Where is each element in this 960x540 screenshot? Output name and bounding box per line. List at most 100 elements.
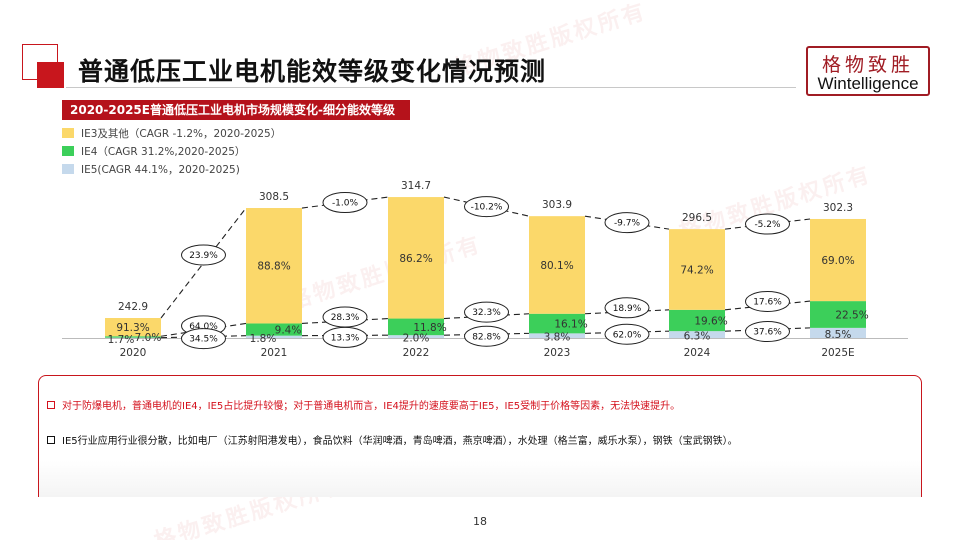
legend-label-ie5: IE5(CAGR 44.1%，2020-2025) (81, 163, 240, 176)
ie4-growth-label: 17.6% (753, 297, 782, 307)
x-tick-label: 2022 (403, 347, 430, 359)
x-tick-label: 2024 (684, 347, 711, 359)
ie5-growth-label: 37.6% (753, 328, 782, 338)
bar-label-ie4: 11.8% (413, 322, 446, 334)
bar-segment-ie4 (669, 309, 725, 332)
bar-segment-ie3 (388, 197, 444, 319)
ie5-growth-label: 13.3% (331, 333, 360, 343)
ie5-growth-bubble (464, 325, 509, 347)
total-growth-label: -5.2% (754, 220, 781, 230)
bar-segment-ie4 (529, 313, 585, 334)
note-text: 对于防爆电机，普通电机的IE4，IE5占比提升较慢；对于普通电机而言，IE4提升… (62, 401, 681, 412)
bar-segment-ie5 (246, 335, 302, 338)
total-growth-connector (160, 207, 247, 319)
bar-segment-ie5 (810, 327, 866, 338)
ie5-growth-label: 34.5% (189, 335, 218, 345)
bar-label-ie3: 69.0% (821, 255, 854, 267)
legend-item-ie5: IE5(CAGR 44.1%，2020-2025) (62, 160, 281, 178)
legend-swatch-ie4 (62, 146, 74, 156)
bar-segment-ie4 (388, 318, 444, 336)
x-tick-label: 2020 (120, 347, 147, 359)
ie4-growth-bubble (464, 301, 509, 323)
note-bullet-icon (47, 400, 55, 409)
ie4-growth-label: 28.3% (331, 313, 360, 323)
legend-swatch-ie5 (62, 164, 74, 174)
bar-total-label: 242.9 (118, 301, 148, 313)
bar-label-ie3: 91.3% (116, 322, 149, 334)
stacked-bar-chart: 91.3%7.0%1.7% 242.9 2020 88.8% 9.4%1.8% 308.5… (62, 180, 908, 359)
logo-chinese-text: 格物致胜 (821, 54, 914, 76)
bar-label-ie5: 2.0% (403, 333, 430, 345)
total-growth-bubble (464, 196, 509, 218)
total-growth-bubble (745, 213, 790, 235)
bar-segment-ie3 (810, 218, 866, 302)
legend-item-ie3: IE3及其他（CAGR -1.2%，2020-2025） (62, 124, 281, 142)
bar-total-label: 302.3 (823, 202, 853, 214)
page-title: 普通低压工业电机能效等级变化情况预测 (78, 57, 547, 86)
note-text: IE5行业应用行业很分散，比如电厂（江苏射阳港发电），食品饮料（华润啤酒，青岛啤… (62, 436, 738, 447)
total-growth-bubble (604, 212, 650, 234)
total-growth-label: 23.9% (189, 251, 218, 261)
total-growth-label: -9.7% (614, 219, 641, 229)
bar-label-ie3: 88.8% (257, 261, 290, 273)
ie4-growth-bubble (604, 297, 650, 319)
bar-label-ie3: 80.1% (540, 260, 573, 272)
bar-segment-ie4 (810, 301, 866, 328)
bar-segment-ie4 (246, 323, 302, 336)
bar-segment-ie3 (669, 229, 725, 310)
bar-segment-ie5 (388, 335, 444, 338)
bar-segment-ie5 (529, 333, 585, 338)
bar-label-ie4: 19.6% (694, 315, 727, 327)
chart-legend: IE3及其他（CAGR -1.2%，2020-2025） IE4（CAGR 31… (62, 124, 281, 178)
bar-label-ie5: 6.3% (684, 331, 711, 343)
ie4-growth-label: 32.3% (472, 308, 501, 318)
ie5-growth-label: 82.8% (472, 332, 501, 342)
bar-label-ie4: 16.1% (554, 319, 587, 331)
ie4-growth-label: 64.0% (189, 322, 218, 332)
total-growth-label: -1.0% (332, 199, 359, 209)
bar-label-ie4: 9.4% (275, 325, 302, 337)
brand-logo: 格物致胜 Wintelligence (806, 46, 930, 96)
bar-segment-ie4 (105, 336, 161, 338)
bar-total-label: 296.5 (682, 212, 712, 224)
bar-total-label: 314.7 (401, 180, 431, 192)
total-growth-label: -10.2% (471, 203, 503, 213)
legend-label-ie4: IE4（CAGR 31.2%,2020-2025） (81, 145, 246, 158)
ie4-growth-label: 18.9% (613, 304, 642, 314)
page-number: 18 (473, 515, 487, 528)
note-bullet-icon (47, 435, 55, 444)
ie5-growth-bubble (745, 321, 790, 343)
note-item: 对于防爆电机，普通电机的IE4，IE5占比提升较慢；对于普通电机而言，IE4提升… (47, 397, 680, 412)
bar-segment-ie3 (246, 208, 302, 324)
bar-label-ie5: 8.5% (825, 329, 852, 341)
bar-label-ie4: 22.5% (835, 309, 868, 321)
x-tick-label: 2025E (821, 347, 854, 359)
x-tick-label: 2023 (544, 347, 571, 359)
ie5-growth-bubble (322, 326, 368, 348)
note-item: IE5行业应用行业很分散，比如电厂（江苏射阳港发电），食品饮料（华润啤酒，青岛啤… (47, 432, 738, 447)
bar-segment-ie3 (105, 318, 161, 337)
bar-label-ie4: 7.0% (135, 332, 162, 344)
logo-english-text: Wintelligence (817, 74, 919, 93)
bar-segment-ie3 (529, 216, 585, 314)
legend-item-ie4: IE4（CAGR 31.2%,2020-2025） (62, 142, 281, 160)
header-decoration-square (37, 62, 64, 88)
ie4-growth-bubble (745, 290, 790, 312)
legend-label-ie3: IE3及其他（CAGR -1.2%，2020-2025） (81, 127, 282, 140)
bar-label-ie5: 1.7% (108, 334, 135, 346)
bar-label-ie3: 86.2% (399, 253, 432, 265)
ie5-growth-bubble (181, 328, 226, 350)
bar-segment-ie5 (669, 331, 725, 338)
ie5-growth-label: 62.0% (613, 330, 642, 340)
bar-label-ie3: 74.2% (680, 264, 713, 276)
bar-label-ie5: 3.8% (544, 332, 571, 344)
legend-swatch-ie3 (62, 128, 74, 138)
notes-panel: 对于防爆电机，普通电机的IE4，IE5占比提升较慢；对于普通电机而言，IE4提升… (38, 375, 922, 497)
header-divider (66, 87, 796, 88)
ie5-growth-bubble (604, 323, 650, 345)
bar-total-label: 303.9 (542, 199, 572, 211)
bar-label-ie5: 1.8% (250, 333, 277, 345)
chart-subtitle: 2020-2025E普通低压工业电机市场规模变化-细分能效等级 (62, 100, 410, 120)
x-tick-label: 2021 (261, 347, 288, 359)
total-growth-bubble (322, 192, 368, 214)
